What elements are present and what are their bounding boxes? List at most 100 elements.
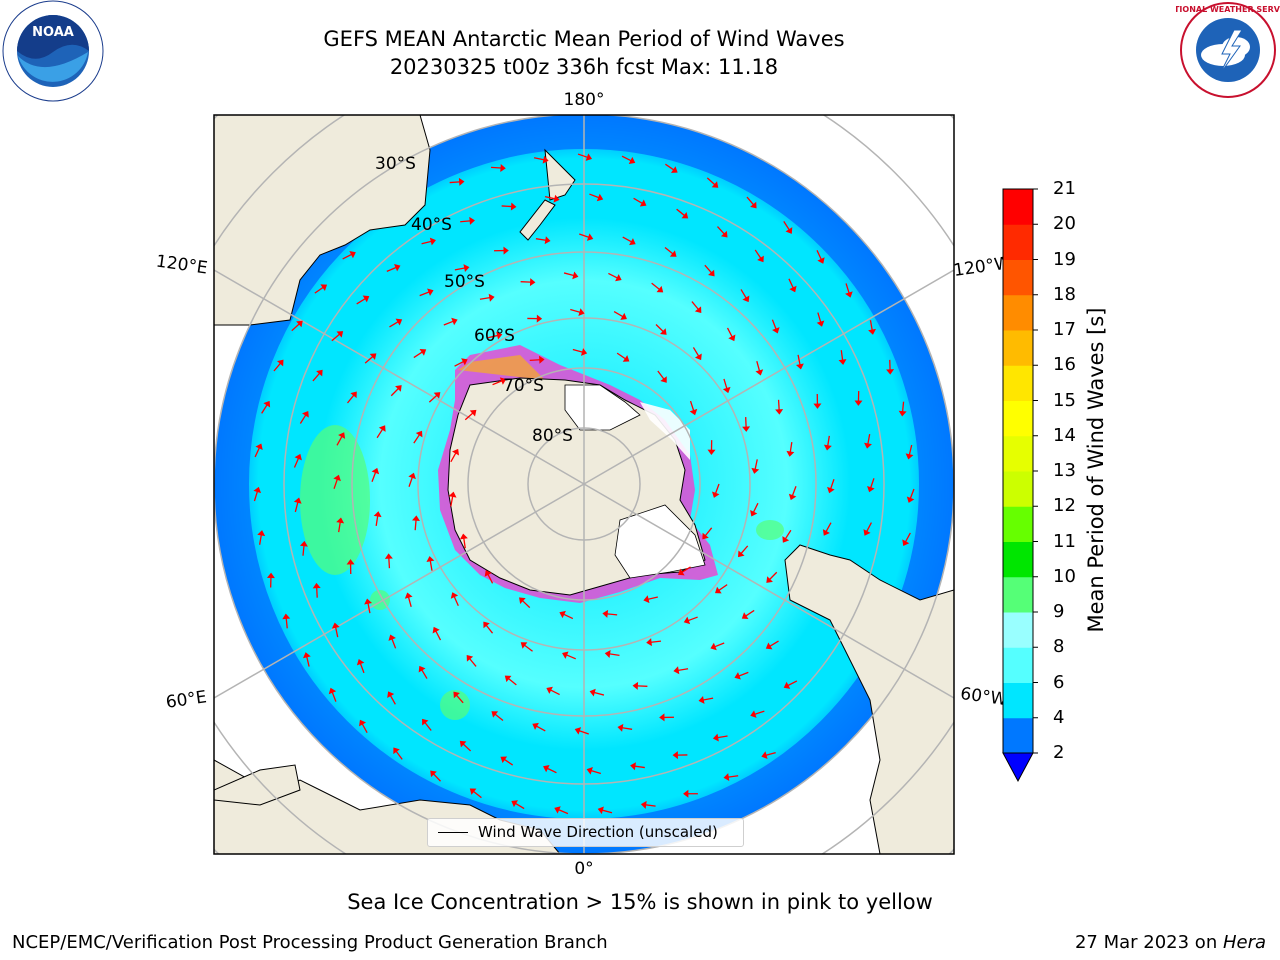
wind-wave-arrow-head [785,227,793,234]
wind-wave-arrow-head [816,320,825,327]
noaa-logo-text: NOAA [32,25,74,40]
wind-wave-arrow-head [720,230,728,238]
wind-wave-arrow [421,669,428,679]
wind-wave-arrow-head [293,497,302,504]
wind-wave-arrow-head [532,722,539,730]
wind-wave-arrow-head [738,550,745,558]
wind-wave-arrow-head [702,532,709,540]
wind-wave-arrow [449,181,460,184]
wind-wave-arrow-head [854,400,863,406]
wind-wave-arrow [494,713,504,722]
wind-wave-arrow-head [586,766,593,775]
wind-wave-arrow-head [362,295,370,303]
wind-wave-arrow-head [451,317,458,326]
wind-wave-arrow-head [469,788,477,795]
wind-wave-arrow-head [520,642,528,649]
wind-wave-arrow-head [578,308,585,316]
colorbar-tick-label: 10 [1053,565,1076,587]
wind-wave-arrow-head [364,598,373,605]
wind-wave-arrow-head [596,193,604,202]
wind-wave-arrow [342,253,352,260]
wind-wave-arrow [591,770,602,775]
chart-title: GEFS MEAN Antarctic Mean Period of Wind … [323,27,845,51]
wind-wave-arrow [622,236,632,243]
colorbar-extend-arrow [1002,752,1034,783]
wind-wave-arrow [904,532,911,543]
wind-wave-arrow [704,264,712,274]
wind-wave-arrow [784,529,792,540]
wind-wave-arrow [756,361,761,372]
wind-wave-arrow [508,678,517,686]
nws-logo: NATIONAL WEATHER SERVICE [1176,2,1280,98]
wind-wave-arrow-head [574,727,582,735]
wind-wave-arrow-head [722,386,731,394]
wind-wave-arrow [544,195,555,200]
wind-wave-arrow [607,613,618,616]
map-frame [213,114,955,855]
wind-wave-arrow-head [838,359,847,365]
lat-label-50s: 50°S [444,272,485,292]
wind-wave-arrow [714,642,725,648]
wind-wave-arrow [664,246,674,255]
wind-wave-arrow-head [898,410,907,417]
wind-wave-arrow [299,414,307,424]
wind-wave-arrow [501,205,512,208]
wind-wave-arrow [870,478,875,488]
wind-wave-arrow [331,692,337,702]
lat-label-80s: 80°S [532,426,573,446]
lat-label-60s: 60°S [474,326,515,346]
wind-wave-arrow [752,502,759,513]
wind-wave-arrow [594,691,605,696]
wind-wave-arrow-head [452,448,460,456]
wind-wave-arrow [688,616,698,622]
wind-wave-arrow-head [393,747,400,755]
wind-wave-arrow-head [359,719,367,727]
wind-wave-arrow [450,452,457,463]
wind-wave-arrow-head [448,491,457,498]
wind-wave-arrow-head [775,409,784,415]
wind-wave-arrow-head [672,751,678,760]
wind-wave-arrow [740,545,749,554]
wind-wave-arrow-head [488,293,495,302]
wind-wave-arrow [783,220,790,231]
nws-logo-text: NATIONAL WEATHER SERVICE [1176,5,1280,14]
wind-wave-arrow-head [346,559,355,565]
wind-wave-arrow [333,479,338,489]
wind-wave-arrow-head [543,764,550,773]
wind-wave-arrow [460,220,471,223]
wind-wave-arrow [547,767,557,774]
wind-wave-arrow-head [689,408,698,416]
wind-wave-arrow-head [766,576,773,583]
wind-wave-arrow [789,442,793,453]
colorbar-segment [1003,189,1033,225]
wind-wave-arrow [633,197,643,204]
wind-wave-arrow-head [783,681,791,689]
wind-wave-arrow-head [714,586,722,594]
wind-wave-arrow [867,433,871,445]
wind-wave-arrow-head [469,216,475,225]
wind-wave-arrow [492,380,503,386]
lon-label-120e: 120°E [155,252,209,279]
wind-wave-arrow-head [500,163,506,172]
wind-wave-arrow-head [429,237,436,246]
wind-wave-arrow-head [511,800,518,808]
wind-wave-arrow [728,775,739,778]
lat-label-30s: 30°S [375,154,416,174]
colorbar [1002,188,1038,783]
wind-wave-arrow-head [656,285,664,293]
wind-wave-arrow [464,412,474,421]
wind-wave-arrow-head [659,713,665,722]
lon-label-0: 0° [574,859,593,879]
wind-wave-arrow-head [469,409,477,417]
wind-wave-arrow [331,333,340,342]
wind-wave-arrow-head [863,529,871,536]
wind-wave-arrow [830,479,835,489]
wind-wave-arrow [285,618,288,629]
lon-label-60w: 60°W [959,684,1008,710]
wind-wave-arrow-head [681,212,689,219]
wind-wave-arrow [316,587,318,598]
wind-wave-arrow-head [906,496,915,503]
wind-wave-arrow [717,226,725,235]
wind-wave-arrow-head [496,331,503,340]
wind-wave-arrow [817,312,822,323]
